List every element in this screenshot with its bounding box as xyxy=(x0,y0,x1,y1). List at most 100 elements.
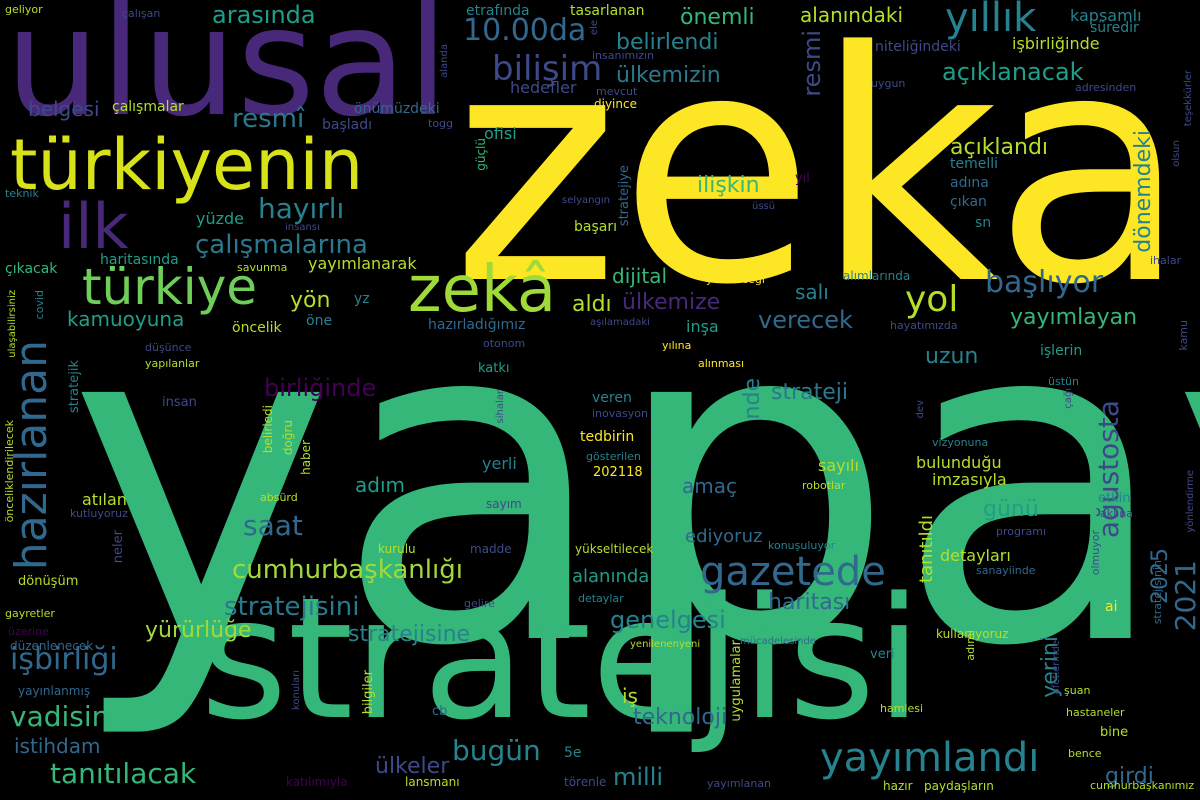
cloud-word: girdi xyxy=(1105,764,1154,789)
cloud-word: başladı xyxy=(322,117,373,133)
cloud-word: üzerine xyxy=(8,625,49,638)
cloud-word: yükseltilecek xyxy=(575,542,654,556)
cloud-word: istihdam xyxy=(14,734,101,758)
cloud-word: belirledi xyxy=(261,405,275,454)
cloud-word: 202118 xyxy=(593,465,643,480)
cloud-word: adına xyxy=(950,175,989,191)
cloud-word: hamlesi xyxy=(880,702,924,715)
cloud-word: ele xyxy=(589,20,600,36)
cloud-word: kullanıyoruz xyxy=(936,627,1009,641)
cloud-word: hayatımızda xyxy=(890,319,958,332)
cloud-word: hayırlı xyxy=(258,192,345,225)
cloud-word: bilişim xyxy=(492,49,603,89)
cloud-word: olsun xyxy=(1171,140,1182,167)
cloud-word: geliyor xyxy=(5,3,43,16)
cloud-word: belirlendi xyxy=(616,30,719,55)
cloud-word: öncelik xyxy=(232,320,282,336)
cloud-word: gösterilen xyxy=(586,450,641,463)
cloud-word: arasında xyxy=(212,1,316,29)
cloud-word: yüzde xyxy=(196,209,245,228)
cloud-word: yapay xyxy=(68,221,1200,745)
cloud-word: günü xyxy=(983,497,1039,522)
cloud-word: robotlar xyxy=(802,479,846,492)
cloud-word: yerli xyxy=(482,454,517,473)
cloud-word: covid xyxy=(33,290,46,320)
cloud-word: imzasıyla xyxy=(932,470,1007,489)
cloud-word: ihalar xyxy=(1150,254,1182,267)
cloud-word: yayımlandı xyxy=(820,735,1040,781)
cloud-word: işlerin xyxy=(1040,343,1083,359)
cloud-word: vadisinde xyxy=(10,700,145,733)
cloud-word: 5e xyxy=(564,745,582,761)
cloud-word: şuan xyxy=(1064,684,1091,697)
cloud-word: uygun xyxy=(871,77,906,90)
cloud-word: teknik xyxy=(5,187,39,200)
cloud-word: bugün xyxy=(452,734,541,767)
cloud-word: programı xyxy=(996,525,1047,538)
cloud-word: bence xyxy=(1068,747,1102,760)
cloud-word: çıkacak xyxy=(5,261,58,277)
cloud-word: detayları xyxy=(940,546,1011,565)
cloud-word: cb xyxy=(432,704,448,719)
cloud-word: adresinden xyxy=(1075,81,1137,94)
cloud-word: yenilenenyeni xyxy=(630,639,701,650)
cloud-word: stratejisine xyxy=(348,622,471,647)
cloud-word: çağı xyxy=(1063,388,1074,409)
cloud-word: hazırladığımız xyxy=(428,317,526,333)
cloud-word: cumhurbaşkanımız xyxy=(1090,779,1195,792)
cloud-word: etrafında xyxy=(466,3,530,19)
cloud-word: genelgesi xyxy=(610,606,726,634)
cloud-word: veren xyxy=(592,390,632,406)
cloud-word: ülkeler xyxy=(375,754,450,779)
cloud-word: yayınlanmış xyxy=(18,684,91,698)
cloud-word: alanında xyxy=(572,566,650,587)
cloud-word: otonom xyxy=(483,337,526,350)
cloud-word: etkin xyxy=(1098,491,1131,506)
cloud-word: gelire xyxy=(464,597,495,610)
cloud-word: düzenlenecek xyxy=(10,639,94,653)
cloud-word: önemli xyxy=(680,5,755,30)
cloud-word: sayım xyxy=(486,497,522,511)
cloud-word: yz xyxy=(354,291,370,307)
cloud-word: çalışmalar xyxy=(112,99,184,115)
cloud-word: resmî xyxy=(232,104,305,134)
cloud-word: detaylar xyxy=(578,592,624,605)
cloud-word: dev xyxy=(915,400,926,419)
cloud-word: öne xyxy=(306,313,333,329)
cloud-word: insan xyxy=(162,395,197,410)
cloud-word: kapsamlı xyxy=(1070,6,1142,25)
cloud-word: insanımızın xyxy=(592,49,655,62)
cloud-word: konuları xyxy=(291,670,302,711)
cloud-word: yönlendirme xyxy=(1185,470,1196,533)
cloud-word: ai xyxy=(1105,599,1118,615)
cloud-word: yürürlüğe xyxy=(145,618,252,643)
cloud-word: stratejik xyxy=(67,360,82,414)
cloud-word: ediyoruz xyxy=(685,526,763,547)
cloud-word: katkı xyxy=(478,361,510,376)
cloud-word: üssü xyxy=(752,201,776,212)
cloud-word: tanıtılacak xyxy=(50,757,197,790)
cloud-word: nde xyxy=(740,378,765,420)
cloud-word: törenle xyxy=(564,775,607,789)
cloud-word: yön xyxy=(290,288,331,313)
cloud-word: yayımlayan xyxy=(1010,305,1138,330)
cloud-word: ülkemize xyxy=(622,290,721,315)
cloud-word: togg xyxy=(428,117,454,130)
cloud-word: yapılanlar xyxy=(145,357,200,370)
cloud-word: alınması xyxy=(698,357,745,370)
cloud-word: absürd xyxy=(260,491,298,504)
cloud-word: savunma xyxy=(237,261,288,274)
cloud-word: ofisi xyxy=(484,124,517,143)
cloud-word: stratejisinin xyxy=(1151,560,1164,625)
cloud-word: çalışan xyxy=(122,7,161,20)
cloud-word: çalışmalarına xyxy=(195,230,368,260)
cloud-word: neler xyxy=(111,530,126,564)
cloud-word: amaç xyxy=(682,474,737,498)
cloud-word: ülkemizin xyxy=(616,63,721,88)
cloud-word: adımı xyxy=(964,630,977,661)
cloud-word: belgesi xyxy=(28,97,100,121)
cloud-word: mücadelesinde xyxy=(740,636,816,647)
cloud-word: aldı xyxy=(572,292,612,317)
cloud-word: alanındaki xyxy=(800,3,904,27)
